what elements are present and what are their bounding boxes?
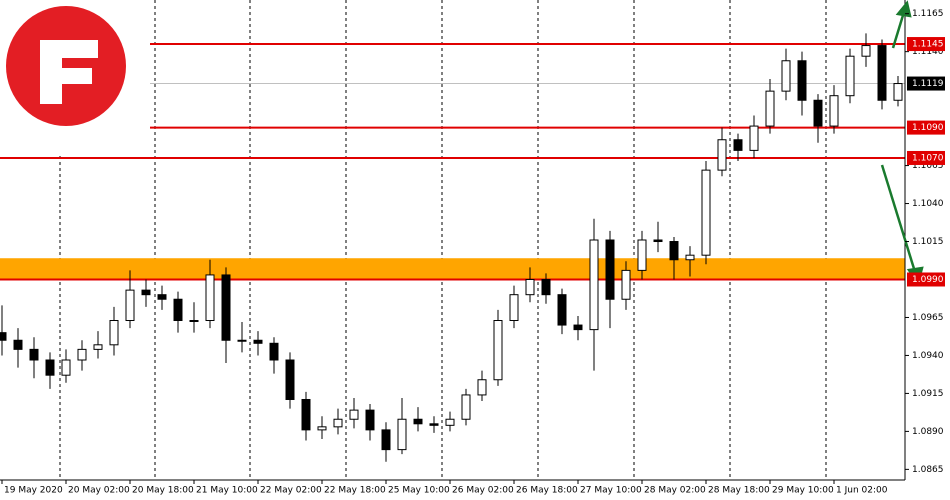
candle-body bbox=[189, 320, 199, 323]
current-price-box bbox=[907, 76, 945, 91]
candle-body bbox=[653, 239, 663, 243]
candle-body bbox=[397, 418, 407, 451]
candle-body bbox=[589, 239, 599, 331]
candle-body bbox=[717, 139, 727, 171]
y-tick-label: 1.1065 bbox=[912, 161, 944, 171]
level-box bbox=[907, 272, 945, 287]
candle-body bbox=[157, 294, 167, 300]
candle-body bbox=[349, 409, 359, 420]
y-tick-label: 1.0940 bbox=[912, 351, 944, 361]
x-tick-label: 26 May 02:00 bbox=[452, 486, 514, 496]
candle-body bbox=[301, 398, 311, 431]
y-tick-label: 1.0865 bbox=[912, 465, 944, 475]
candle-body bbox=[365, 409, 375, 431]
candle-body bbox=[669, 241, 679, 261]
candle-body bbox=[253, 339, 263, 344]
current-price-label: 1.1119 bbox=[912, 79, 944, 89]
candle-body bbox=[77, 348, 87, 361]
x-tick-label: 20 May 18:00 bbox=[132, 486, 194, 496]
y-tick-label: 1.1015 bbox=[912, 237, 944, 247]
support-zone bbox=[0, 258, 905, 280]
x-tick-label: 25 May 10:00 bbox=[388, 486, 450, 496]
candle-body bbox=[381, 429, 391, 451]
x-tick-label: 21 May 10:00 bbox=[196, 486, 258, 496]
candle-body bbox=[317, 426, 327, 431]
x-tick-label: 19 May 2020 bbox=[4, 486, 63, 496]
candle-body bbox=[461, 394, 471, 420]
level-label: 1.0990 bbox=[912, 275, 944, 285]
candle-body bbox=[685, 254, 695, 261]
y-tick-label: 1.0915 bbox=[912, 389, 944, 399]
level-label: 1.1090 bbox=[912, 123, 944, 133]
candle-body bbox=[173, 298, 183, 322]
logo bbox=[0, 0, 150, 155]
candle-body bbox=[637, 239, 647, 271]
candle-body bbox=[109, 320, 119, 346]
x-tick-label: 22 May 18:00 bbox=[324, 486, 386, 496]
candle-body bbox=[141, 289, 151, 296]
candle-body bbox=[893, 83, 903, 101]
candle-body bbox=[61, 359, 71, 376]
candle-body bbox=[877, 45, 887, 101]
candle-body bbox=[93, 344, 103, 350]
candle-body bbox=[237, 339, 247, 342]
x-tick-label: 27 May 10:00 bbox=[580, 486, 642, 496]
candle-body bbox=[0, 332, 7, 341]
candle-body bbox=[765, 90, 775, 127]
x-tick-label: 20 May 02:00 bbox=[68, 486, 130, 496]
candle-body bbox=[525, 278, 535, 296]
candle-body bbox=[797, 60, 807, 101]
x-tick-label: 28 May 18:00 bbox=[708, 486, 770, 496]
level-box bbox=[907, 150, 945, 165]
y-tick-label: 1.0965 bbox=[912, 313, 944, 323]
candle-body bbox=[429, 423, 439, 426]
y-tick-label: 1.1140 bbox=[912, 47, 944, 57]
x-tick-label: 1 Jun 02:00 bbox=[836, 486, 888, 496]
candle-body bbox=[13, 339, 23, 350]
level-box bbox=[907, 37, 945, 52]
candle-body bbox=[125, 289, 135, 322]
candle-body bbox=[701, 169, 711, 256]
level-box bbox=[907, 120, 945, 135]
x-tick-label: 22 May 02:00 bbox=[260, 486, 322, 496]
candle-body bbox=[621, 269, 631, 300]
y-tick-label: 1.0890 bbox=[912, 427, 944, 437]
candle-body bbox=[749, 125, 759, 151]
candle-body bbox=[605, 239, 615, 300]
candle-body bbox=[733, 139, 743, 151]
candle-body bbox=[781, 60, 791, 92]
candle-body bbox=[285, 359, 295, 400]
x-tick-label: 28 May 02:00 bbox=[644, 486, 706, 496]
candle-body bbox=[205, 274, 215, 322]
y-tick-label: 1.1040 bbox=[912, 199, 944, 209]
level-label: 1.1070 bbox=[912, 153, 944, 163]
candle-body bbox=[861, 45, 871, 57]
candle-body bbox=[813, 99, 823, 127]
candle-body bbox=[477, 379, 487, 396]
candle-body bbox=[333, 418, 343, 428]
candle-body bbox=[573, 324, 583, 331]
candle-body bbox=[557, 294, 567, 326]
candle-body bbox=[829, 95, 839, 127]
candle-body bbox=[221, 274, 231, 341]
candle-body bbox=[493, 320, 503, 381]
candle-body bbox=[269, 342, 279, 361]
level-label: 1.1145 bbox=[912, 40, 944, 50]
candle-body bbox=[541, 278, 551, 296]
candle-body bbox=[45, 359, 55, 376]
candle-body bbox=[413, 418, 423, 425]
candle-body bbox=[509, 294, 519, 322]
candle-body bbox=[29, 348, 39, 361]
x-tick-label: 29 May 10:00 bbox=[772, 486, 834, 496]
candle-body bbox=[445, 418, 455, 426]
x-tick-label: 26 May 18:00 bbox=[516, 486, 578, 496]
candle-body bbox=[845, 55, 855, 97]
y-tick-label: 1.1165 bbox=[912, 9, 944, 19]
